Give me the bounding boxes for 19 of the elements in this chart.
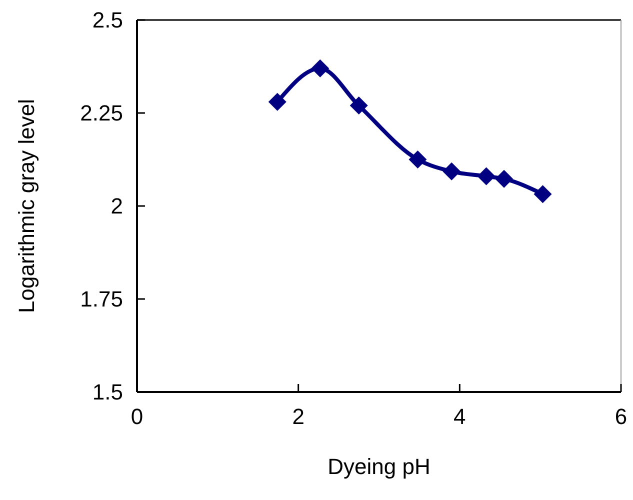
- point: [477, 167, 496, 186]
- y-tick-label: 2.5: [92, 8, 123, 33]
- y-tick-label: 1.5: [92, 380, 123, 405]
- point: [442, 162, 461, 180]
- point: [311, 59, 330, 78]
- x-tick-label: 6: [614, 404, 628, 429]
- x-tick-label: 0: [130, 404, 144, 429]
- y-axis-title: Logarithmic gray level: [14, 99, 39, 313]
- x-tick-label: 2: [292, 404, 304, 429]
- x-tick-label: 4: [454, 404, 466, 429]
- y-tick-label: 2.25: [80, 100, 123, 126]
- x-axis-title: Dyeing pH: [328, 454, 430, 479]
- y-tick-label: 2: [110, 194, 123, 219]
- point: [350, 96, 368, 115]
- point: [408, 150, 427, 168]
- y-tick-label: 1.75: [80, 286, 123, 312]
- point: [268, 92, 286, 111]
- point: [495, 170, 514, 188]
- point: [534, 185, 552, 204]
